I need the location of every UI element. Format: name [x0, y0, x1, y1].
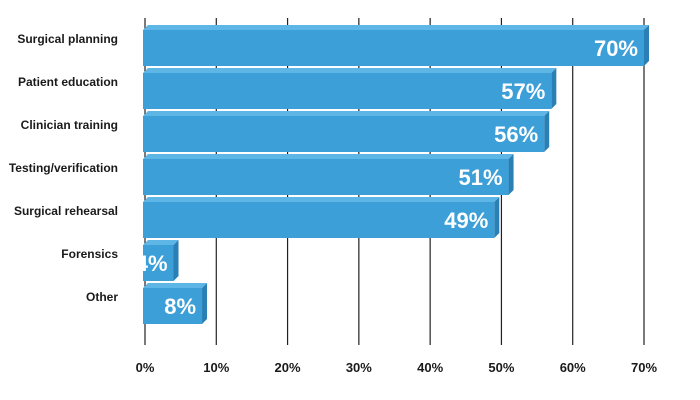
bar: 49%	[143, 197, 500, 238]
category-label: Patient education	[18, 75, 118, 89]
bar-side-face	[494, 197, 500, 238]
bar-value-label: 70%	[594, 36, 638, 61]
bar-top-face	[143, 197, 500, 202]
bar-value-label: 8%	[164, 294, 196, 319]
bar-side-face	[551, 68, 557, 109]
x-tick-label: 70%	[631, 360, 657, 375]
bar-top-face	[143, 154, 514, 159]
category-label: Testing/verification	[9, 161, 118, 175]
category-label: Forensics	[61, 247, 118, 261]
bar: 51%	[143, 154, 514, 195]
bar: 70%	[143, 25, 649, 66]
bar: 57%	[143, 68, 557, 109]
category-label: Surgical rehearsal	[14, 204, 118, 218]
bar-value-label: 49%	[444, 208, 488, 233]
bar-front-face	[143, 202, 495, 238]
bar-front-face	[143, 73, 552, 109]
bar-side-face	[202, 283, 208, 324]
bar-front-face	[143, 116, 545, 152]
bar-side-face	[644, 25, 649, 66]
bar-front-face	[143, 30, 644, 66]
bar: 8%	[143, 283, 208, 324]
bar-value-label: 4%	[136, 251, 168, 276]
bar-top-face	[143, 240, 179, 245]
category-labels: Surgical planning Patient education Clinic…	[9, 32, 118, 304]
bar: 56%	[143, 111, 550, 152]
bar-side-face	[544, 111, 550, 152]
bar-top-face	[143, 25, 649, 30]
x-tick-label: 50%	[488, 360, 514, 375]
bar-front-face	[143, 288, 203, 324]
bar-front-face	[143, 245, 174, 281]
bar-front-face	[143, 159, 509, 195]
bar: 4%	[136, 240, 179, 281]
category-label: Other	[86, 290, 118, 304]
x-tick-label: 0%	[136, 360, 155, 375]
x-tick-label: 20%	[275, 360, 301, 375]
bar-side-face	[508, 154, 514, 195]
bar-value-label: 51%	[459, 165, 503, 190]
bar-top-face	[143, 111, 550, 116]
x-tick-label: 40%	[417, 360, 443, 375]
category-label: Clinician training	[21, 118, 118, 132]
x-tick-label: 60%	[560, 360, 586, 375]
bar-value-label: 57%	[501, 79, 545, 104]
x-tick-label: 10%	[203, 360, 229, 375]
bar-side-face	[173, 240, 179, 281]
bar-top-face	[143, 68, 557, 73]
x-tick-label: 30%	[346, 360, 372, 375]
bars: 70% 57% 56% 51% 49% 4% 8%	[136, 25, 649, 324]
category-label: Surgical planning	[17, 32, 118, 46]
x-tick-labels: 0% 10% 20% 30% 40% 50% 60% 70%	[136, 360, 658, 375]
bar-value-label: 56%	[494, 122, 538, 147]
bar-top-face	[143, 283, 208, 288]
